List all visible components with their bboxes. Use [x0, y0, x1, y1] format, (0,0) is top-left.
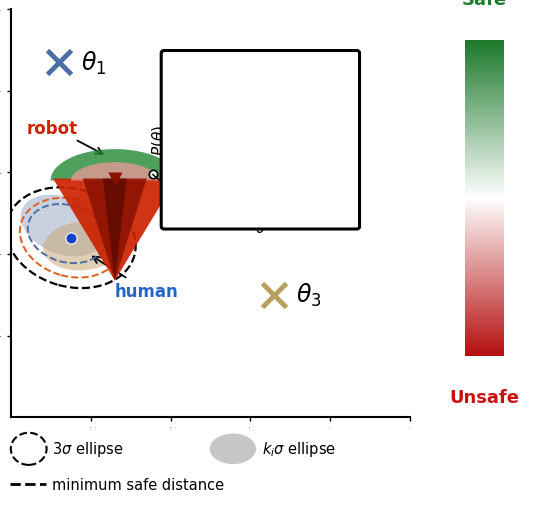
- Text: $\theta_2$: $\theta_2$: [304, 106, 330, 134]
- Polygon shape: [103, 179, 127, 281]
- Text: Safe: Safe: [462, 0, 507, 9]
- Text: minimum safe distance: minimum safe distance: [52, 476, 224, 492]
- Text: human: human: [93, 257, 178, 300]
- Polygon shape: [83, 179, 147, 281]
- Polygon shape: [50, 150, 179, 181]
- Polygon shape: [53, 179, 177, 281]
- Text: $\theta_1$: $\theta_1$: [81, 49, 106, 77]
- Ellipse shape: [210, 434, 256, 464]
- Polygon shape: [71, 163, 158, 181]
- Text: Unsafe: Unsafe: [450, 388, 520, 406]
- Text: $k_i\sigma$ ellipse: $k_i\sigma$ ellipse: [263, 439, 336, 459]
- Text: $3\sigma$ ellipse: $3\sigma$ ellipse: [52, 439, 124, 459]
- Ellipse shape: [43, 222, 122, 271]
- Ellipse shape: [20, 195, 105, 257]
- Text: robot: robot: [27, 119, 102, 155]
- Text: $\theta_3$: $\theta_3$: [296, 281, 322, 309]
